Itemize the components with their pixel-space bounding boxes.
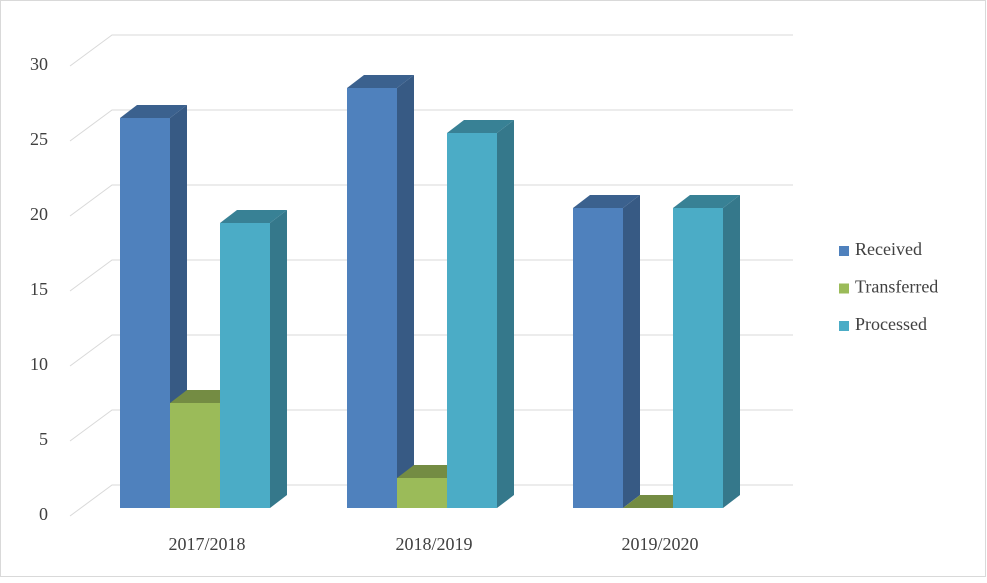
legend-label: Received <box>855 239 922 259</box>
x-tick-label: 2019/2020 <box>621 534 698 554</box>
grid-line <box>69 334 793 367</box>
bar-front <box>673 208 723 508</box>
bar <box>673 195 740 508</box>
bar-top <box>573 195 640 208</box>
y-tick-label: 0 <box>39 504 48 524</box>
bar <box>220 210 287 508</box>
bar-side <box>397 75 414 508</box>
bar-side <box>497 120 514 508</box>
bar-front <box>573 208 623 508</box>
bar-top <box>120 105 187 118</box>
bar-top <box>347 75 414 88</box>
legend-label: Processed <box>855 314 927 334</box>
grid-line <box>69 409 793 442</box>
legend-swatch <box>839 246 849 256</box>
bar-top <box>220 210 287 223</box>
legend-swatch <box>839 283 849 294</box>
y-tick-label: 25 <box>30 129 48 149</box>
bar-front <box>120 118 170 508</box>
x-tick-label: 2018/2019 <box>395 534 472 554</box>
bar-front <box>220 223 270 508</box>
grid-line <box>69 259 793 292</box>
x-tick-label: 2017/2018 <box>168 534 245 554</box>
bar-side <box>270 210 287 508</box>
bar-front <box>170 403 220 508</box>
legend-swatch <box>839 321 849 331</box>
legend-label: Transferred <box>855 277 938 297</box>
bar-top <box>673 195 740 208</box>
y-tick-label: 20 <box>30 204 48 224</box>
bar-side <box>623 195 640 508</box>
grid-line <box>69 484 793 517</box>
bar-top <box>447 120 514 133</box>
bar-front <box>397 478 447 508</box>
y-tick-label: 5 <box>39 429 48 449</box>
y-tick-label: 15 <box>30 279 48 299</box>
grid-line <box>69 184 793 217</box>
bar-front <box>447 133 497 508</box>
bar <box>573 195 640 508</box>
bar <box>347 75 414 508</box>
grid-line <box>69 34 793 67</box>
bar-side <box>723 195 740 508</box>
bar-front <box>347 88 397 508</box>
bar <box>447 120 514 508</box>
y-tick-label: 10 <box>30 354 48 374</box>
y-tick-label: 30 <box>30 54 48 74</box>
grid-line <box>69 109 793 142</box>
